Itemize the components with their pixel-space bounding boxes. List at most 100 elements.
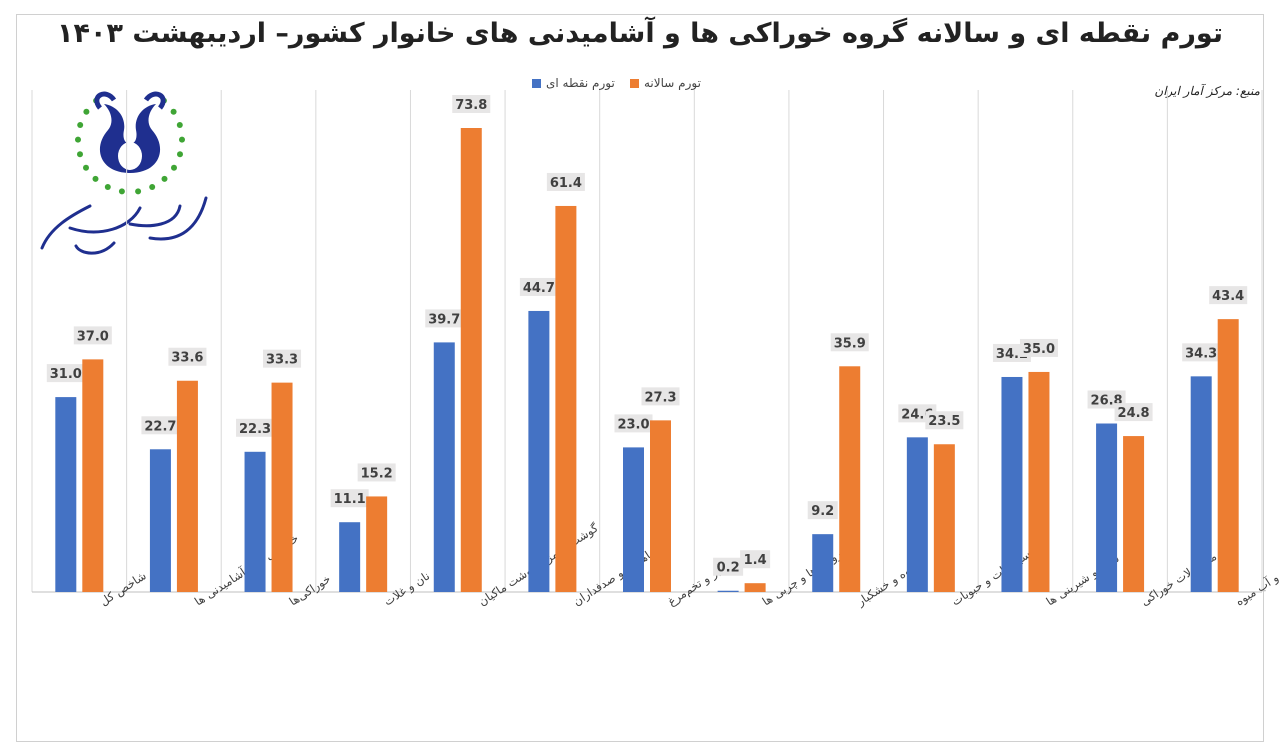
- bar-annual: [460, 128, 482, 592]
- data-label-bg: [425, 309, 464, 328]
- star-dot: [92, 175, 99, 182]
- data-label: 33.6: [171, 351, 203, 366]
- data-label: 37.0: [77, 329, 109, 344]
- category-label: نان و غلات: [381, 569, 433, 610]
- data-label: 11.1: [334, 492, 366, 507]
- data-label: 61.4: [550, 176, 582, 191]
- chart-frame: [16, 14, 1264, 742]
- data-label: 22.3: [239, 422, 271, 437]
- flame-icon: [99, 104, 161, 173]
- star-dot: [177, 151, 183, 158]
- bar-point: [433, 342, 455, 592]
- legend-label-annual: تورم سالانه: [644, 76, 701, 90]
- bar-point: [1001, 376, 1023, 592]
- category-label: ماهی‌ها و صدفداران: [570, 545, 658, 610]
- bar-point: [149, 449, 171, 592]
- data-label: 35.9: [834, 336, 866, 351]
- data-label-bg: [357, 463, 396, 482]
- bar-annual: [933, 444, 955, 592]
- bar-point: [623, 447, 644, 592]
- data-label: 23.5: [928, 414, 960, 429]
- data-label-bg: [1114, 403, 1153, 422]
- data-label: 44.7: [523, 281, 555, 296]
- leaf-left-icon: [94, 91, 117, 110]
- bar-point: [339, 522, 361, 592]
- flame-center-icon: [118, 142, 142, 170]
- data-label: 39.7: [428, 312, 460, 327]
- bar-annual: [1217, 319, 1239, 592]
- data-label: 34.3: [1185, 346, 1217, 361]
- star-dot: [176, 122, 183, 128]
- data-label-bg: [236, 418, 275, 437]
- star-dot: [83, 108, 90, 115]
- star-dot: [83, 164, 89, 171]
- star-dot: [149, 184, 156, 190]
- data-label-bg: [1209, 286, 1248, 305]
- category-label: خوراکی‌ها: [287, 571, 334, 609]
- star-dot: [161, 175, 168, 182]
- bar-point: [55, 397, 77, 592]
- data-label-bg: [925, 411, 964, 430]
- data-label-bg: [1019, 338, 1058, 357]
- bar-annual: [650, 420, 671, 592]
- data-label: 1.4: [744, 553, 767, 568]
- bar-point: [717, 590, 739, 592]
- data-label: 15.2: [361, 466, 393, 481]
- data-label-bg: [519, 277, 558, 296]
- data-label: 27.3: [644, 390, 676, 405]
- star-dot: [104, 184, 111, 190]
- star-dot: [77, 122, 84, 128]
- legend-swatch-annual: [630, 79, 639, 88]
- star-dot: [179, 136, 185, 143]
- data-label: 0.2: [717, 561, 740, 576]
- bar-annual: [555, 205, 577, 592]
- bar-point: [906, 437, 928, 592]
- data-label-bg: [330, 489, 369, 508]
- bar-annual: [82, 359, 104, 592]
- bar-annual: [271, 382, 293, 592]
- data-label-bg: [740, 550, 771, 569]
- data-label: 33.3: [266, 353, 298, 368]
- data-label: 23.0: [617, 417, 649, 432]
- data-label-bg: [141, 416, 180, 435]
- bar-annual: [744, 583, 766, 592]
- star-dot: [171, 164, 177, 171]
- legend-swatch-point: [532, 79, 541, 88]
- chart-title: تورم نقطه ای و سالانه گروه خوراکی ها و آ…: [57, 18, 1223, 49]
- category-label: شاخص کل: [97, 568, 149, 609]
- star-dot: [118, 188, 125, 195]
- data-label-bg: [46, 364, 85, 383]
- data-label: 24.8: [1118, 406, 1150, 421]
- data-label-bg: [641, 387, 680, 406]
- bar-point: [1190, 376, 1212, 592]
- data-label-bg: [168, 347, 207, 366]
- bar-point: [1096, 423, 1118, 592]
- star-dot: [170, 108, 177, 115]
- data-label-bg: [452, 95, 491, 113]
- data-label-bg: [73, 326, 112, 345]
- legend-label-point: تورم نقطه ای: [546, 76, 615, 90]
- star-dot: [75, 136, 81, 143]
- bar-point: [528, 310, 550, 592]
- data-label-bg: [713, 557, 744, 576]
- data-label: 22.7: [144, 419, 176, 434]
- data-label-bg: [807, 501, 838, 520]
- data-label-bg: [1182, 343, 1221, 362]
- bar-annual: [839, 366, 861, 592]
- star-dot: [135, 188, 142, 195]
- bar-point: [244, 451, 266, 592]
- data-label: 31.0: [50, 367, 82, 382]
- data-label-bg: [614, 414, 653, 433]
- bar-annual: [366, 496, 388, 592]
- data-label-bg: [546, 172, 585, 191]
- data-label: 43.4: [1212, 289, 1244, 304]
- data-label-bg: [830, 333, 869, 352]
- bar-annual: [176, 380, 198, 592]
- logo-calligraphy: [40, 196, 208, 255]
- bar-point: [812, 534, 834, 592]
- category-label: شیر، پنیر و تخم‌مرغ: [665, 546, 752, 610]
- data-label-bg: [263, 349, 302, 368]
- dairy-association-logo: [40, 91, 208, 255]
- leaf-right-icon: [143, 91, 166, 110]
